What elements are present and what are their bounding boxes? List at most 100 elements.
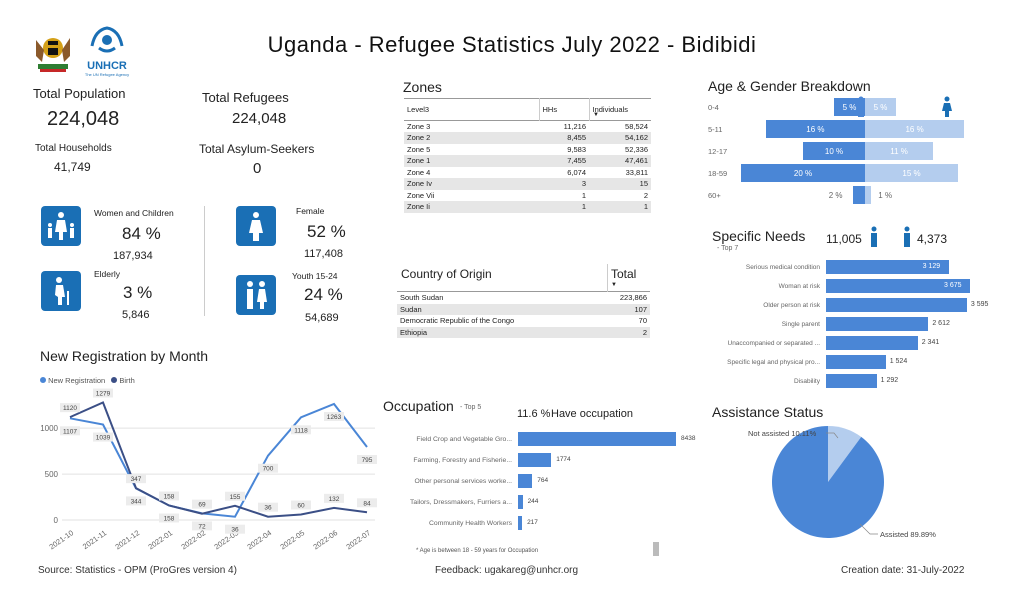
occupation-bar [518,453,552,467]
page-title: Uganda - Refugee Statistics July 2022 - … [267,32,757,57]
youth-icon [236,275,276,315]
sort-desc-icon[interactable]: ▼ [593,112,599,118]
data-label: 1263 [327,414,342,421]
total-refugees-value: 224,048 [232,110,287,127]
female-age-bar [865,98,896,116]
zone-hhs: 1 [581,190,586,200]
data-label-bg [258,463,278,473]
table-row: Democratic Republic of the Congo 70 [397,315,650,327]
occupation-value: 1774 [556,456,571,463]
zones-header-individuals[interactable]: Individuals [592,105,628,114]
x-tick-label: 2022-02 [179,528,207,551]
specific-need-bar [826,355,886,369]
table-row: Zone Iv 3 15 [404,178,651,190]
specific-need-value: 3 595 [970,301,989,308]
women-children-icon [41,206,81,246]
x-tick-label: 2022-04 [245,528,273,551]
uganda-coat-of-arms-logo [30,28,76,74]
table-row: Zone 2 8,455 54,162 [404,132,651,144]
origin-total: 223,866 [619,293,647,303]
female-label: Female [296,206,325,216]
age-group-label: 18-59 [708,169,728,178]
origin-title[interactable]: Country of Origin [401,267,492,281]
female-pct-label: 5 % [873,103,888,112]
male-pct-label: 16 % [806,125,825,134]
specific-need-value: 1 292 [880,377,899,384]
x-tick-label: 2022-07 [344,528,372,551]
table-row: Zone Ii 1 1 [404,201,651,213]
zone-individuals: 33,811 [625,167,648,177]
new-registration-line [69,402,368,518]
youth-pct: 24 % [304,285,343,304]
specific-need-label: Older person at risk [763,302,820,309]
women-children-label: Women and Children [94,208,174,218]
registration-chart-title: New Registration by Month [40,348,209,364]
zones-header-level[interactable]: Level3 [404,98,540,121]
data-label-bg [258,502,278,512]
zone-name: Zone 4 [407,167,431,177]
data-label-bg [126,496,146,506]
zone-hhs: 11,216 [563,122,586,131]
data-label: 36 [231,527,239,534]
zone-name: Zone 3 [407,122,431,131]
zone-individuals: 1 [589,201,651,213]
legend-dot-new [40,377,46,383]
specific-need-label: Woman at risk [778,283,820,290]
zones-header-row: Level3 HHs Individuals [404,98,651,121]
x-tick-label: 2022-06 [311,528,339,551]
male-pct-label: 20 % [793,169,813,178]
zone-name: Zone Vii [407,190,435,200]
female-pct-label: 15 % [902,169,921,178]
x-tick-label: 2021-10 [47,528,75,551]
zones-header-hhs[interactable]: HHs [539,98,590,121]
specific-need-bar [826,279,970,293]
age-gender-chart: 0-4 5 % 5 % 5-11 16 % 16 % 12-17 10 % 11 % 18-59 2… [700,98,990,208]
occupation-label: Farming, Forestry and Fisherie... [413,457,512,464]
total-households-value: 41,749 [54,160,91,174]
footer-feedback[interactable]: Feedback: ugakareg@unhcr.org [435,565,579,576]
assisted-leader [859,523,878,535]
elderly-pct: 3 % [123,283,153,302]
data-label-bg [60,403,80,413]
scrollbar-thumb[interactable] [653,542,659,556]
female-count-icon [902,226,912,253]
total-asylum-label: Total Asylum-Seekers [199,142,315,156]
women-children-pct: 84 % [122,224,161,243]
specific-needs-subtitle: - Top 7 [717,245,739,252]
zone-name: Zone Ii [404,201,539,213]
zone-individuals: 54,162 [589,132,651,144]
total-population-value: 224,048 [47,108,120,130]
x-tick-label: 2021-12 [113,528,141,551]
specific-need-label: Specific legal and physical pro... [727,359,820,366]
occupation-label: Field Crop and Vegetable Gro... [416,436,512,443]
total-asylum-value: 0 [253,160,262,177]
specific-need-value: 3 129 [922,263,941,270]
youth-label: Youth 15-24 [292,271,338,281]
not-assisted-leader [826,432,839,439]
origin-total: 70 [638,316,647,326]
zone-individuals: 2 [643,190,648,200]
unhcr-logo-text: UNHCR [87,60,127,72]
age-group-label: 0-4 [708,103,719,112]
male-pct-label: 5 % [842,103,857,112]
elderly-label: Elderly [94,269,120,279]
zone-hhs: 3 [539,178,589,190]
assistance-pie-chart: Not assisted 10.11% Assisted 89.89% [748,426,936,539]
y-tick-label: 1000 [40,424,58,433]
sort-desc-icon[interactable]: ▼ [611,282,617,288]
data-label-bg [159,491,179,501]
y-tick-label: 0 [54,516,59,525]
specific-need-label: Serious medical condition [745,264,820,271]
occupation-label: Other personal services worke... [414,478,512,485]
zones-title: Zones [403,79,442,95]
age-group-label: 60+ [708,191,721,200]
zones-table: Level3 HHs Individuals Zone 3 11,216 58,52… [404,98,651,213]
data-label: 1118 [294,427,308,434]
origin-total-header[interactable]: Total [611,267,637,281]
male-count: 11,005 [826,232,862,246]
male-age-bar [741,164,865,182]
origin-country: Sudan [397,303,596,315]
demographics-divider [204,206,205,316]
occupation-value: 764 [537,477,549,484]
origin-country: Democratic Republic of the Congo [400,316,515,326]
